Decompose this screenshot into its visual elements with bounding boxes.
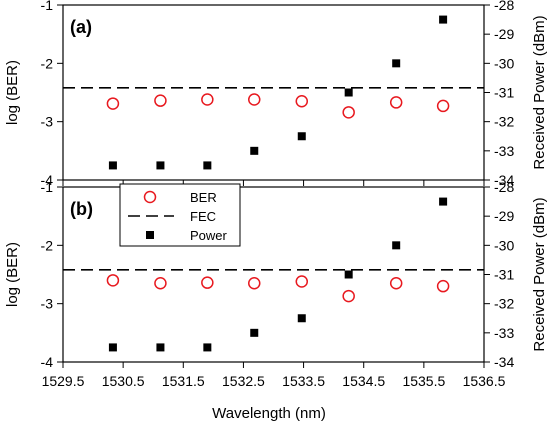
y2-tick-label: -34 bbox=[494, 354, 514, 370]
ber-point bbox=[389, 277, 403, 290]
y-tick-label: -3 bbox=[41, 114, 54, 130]
x-tick-label: 1535.5 bbox=[402, 373, 445, 389]
y2-tick-label: -31 bbox=[494, 85, 514, 101]
x-tick-label: 1536.5 bbox=[463, 373, 506, 389]
ber-point bbox=[154, 94, 167, 107]
y-tick-label: -4 bbox=[41, 354, 54, 370]
x-tick-label: 1533.5 bbox=[282, 373, 325, 389]
power-point bbox=[439, 197, 448, 206]
legend-power-icon bbox=[146, 231, 154, 239]
ber-point bbox=[201, 93, 214, 106]
ber-point bbox=[436, 99, 450, 113]
y2-tick-label: -34 bbox=[494, 172, 514, 188]
legend-ber-icon bbox=[143, 190, 157, 204]
power-point bbox=[156, 343, 165, 352]
power-point bbox=[439, 15, 448, 24]
power-point bbox=[108, 343, 117, 352]
x-tick-label: 1532.5 bbox=[222, 373, 265, 389]
y-tick-label: -3 bbox=[41, 296, 54, 312]
y2-tick-label: -33 bbox=[494, 143, 514, 159]
ber-point bbox=[154, 277, 167, 290]
power-point bbox=[297, 314, 306, 323]
legend-label: FEC bbox=[190, 209, 216, 224]
x-tick-label: 1530.5 bbox=[102, 373, 145, 389]
power-point bbox=[250, 328, 259, 337]
y2-tick-label: -28 bbox=[494, 0, 514, 13]
plot-frame bbox=[62, 4, 485, 181]
legend-label: Power bbox=[190, 228, 228, 243]
ber-point bbox=[248, 93, 261, 106]
power-point bbox=[297, 132, 306, 141]
y-axis-title: log (BER) bbox=[4, 60, 21, 125]
y2-tick-label: -33 bbox=[494, 325, 514, 341]
ber-point bbox=[201, 276, 214, 289]
y2-axis-title: Received Power (dBm) bbox=[531, 197, 548, 351]
legend: BER FEC Power bbox=[119, 183, 241, 247]
y2-tick-label: -29 bbox=[494, 208, 514, 224]
power-point bbox=[203, 343, 212, 352]
chart-panel-a: -4 -3 -2 -1 -34 -33 -32 -31 -30 -29 -28 log (BER) Re… bbox=[4, 0, 548, 188]
panel-label: (a) bbox=[70, 17, 92, 37]
y-tick-label: -1 bbox=[41, 0, 54, 13]
power-point bbox=[344, 270, 353, 279]
y2-tick-label: -28 bbox=[494, 179, 514, 195]
y-tick-label: -4 bbox=[41, 172, 54, 188]
legend-label: BER bbox=[190, 190, 217, 205]
ber-point bbox=[106, 274, 120, 287]
y2-tick-label: -30 bbox=[494, 55, 514, 71]
y-tick-label: -2 bbox=[41, 237, 54, 253]
power-point bbox=[344, 88, 353, 97]
legend-box bbox=[119, 183, 241, 247]
power-point bbox=[156, 161, 165, 170]
ber-point bbox=[342, 106, 355, 119]
ber-point bbox=[106, 97, 120, 110]
x-tick-label: 1529.5 bbox=[42, 373, 85, 389]
x-tick-label: 1534.5 bbox=[342, 373, 385, 389]
panel-label: (b) bbox=[70, 199, 93, 219]
ber-point bbox=[295, 95, 309, 108]
y-tick-label: -2 bbox=[41, 55, 54, 71]
power-point bbox=[250, 146, 259, 155]
y-axis-title: log (BER) bbox=[4, 242, 21, 307]
x-axis-title: Wavelength (nm) bbox=[212, 405, 326, 422]
ber-point bbox=[389, 96, 403, 109]
power-point bbox=[203, 161, 212, 170]
ber-point bbox=[436, 279, 450, 293]
power-point bbox=[392, 59, 401, 68]
power-point bbox=[108, 161, 117, 170]
y2-tick-label: -31 bbox=[494, 267, 514, 283]
ber-point bbox=[248, 277, 261, 290]
y2-axis-title: Received Power (dBm) bbox=[531, 15, 548, 169]
y2-tick-label: -32 bbox=[494, 296, 514, 312]
chart-panel-b: -4 -3 -2 -1 -34 -33 -32 -31 -30 -29 -28 1529.5 1530.… bbox=[4, 179, 548, 389]
y-tick-label: -1 bbox=[41, 179, 54, 195]
y2-tick-label: -30 bbox=[494, 237, 514, 253]
y2-tick-label: -32 bbox=[494, 114, 514, 130]
power-point bbox=[392, 241, 401, 250]
x-tick-label: 1531.5 bbox=[162, 373, 205, 389]
y2-tick-label: -29 bbox=[494, 26, 514, 42]
ber-point bbox=[295, 275, 309, 288]
ber-point bbox=[342, 289, 355, 303]
panels: -4 -3 -2 -1 -34 -33 -32 -31 -30 -29 -28 log (BER) Re… bbox=[4, 0, 548, 389]
